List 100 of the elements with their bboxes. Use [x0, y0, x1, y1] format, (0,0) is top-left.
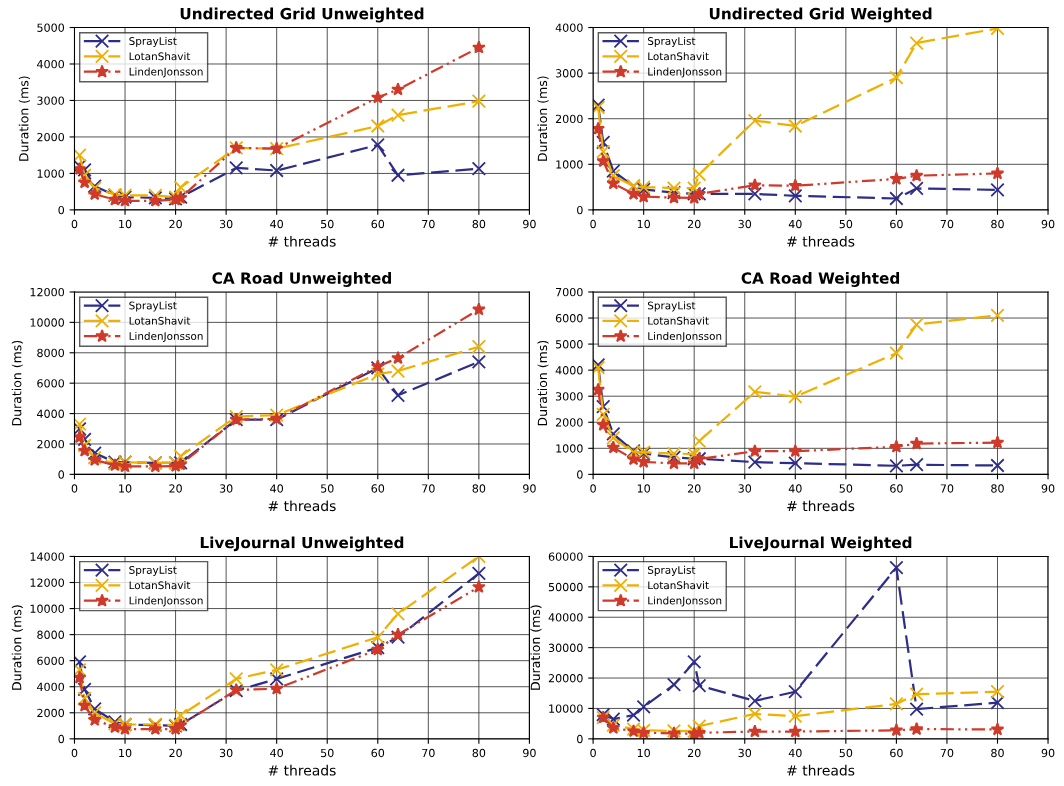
x-tick-label: 80: [991, 484, 1004, 493]
x-tick-label: 40: [788, 219, 802, 229]
y-axis-title: Duration (ms): [11, 605, 23, 690]
x-tick-label: 30: [219, 748, 233, 758]
x-tick-label: 90: [523, 748, 536, 758]
x-tick-label: 50: [321, 748, 334, 758]
x-tick-label: 40: [270, 484, 283, 493]
y-tick-label: 0: [58, 734, 65, 744]
x-tick-label: 0: [590, 484, 596, 493]
legend-label: LotanShavit: [129, 581, 191, 590]
y-tick-label: 20000: [548, 674, 583, 683]
legend-label: LotanShavit: [129, 316, 191, 325]
x-tick-label: 30: [219, 484, 233, 493]
y-tick-label: 3000: [37, 96, 65, 105]
y-tick-label: 8000: [37, 348, 65, 358]
x-tick-label: 60: [890, 484, 903, 493]
legend-label: SprayList: [129, 36, 177, 47]
x-tick-label: 70: [422, 748, 435, 758]
y-tick-label: 10000: [30, 318, 65, 327]
x-tick-label: 50: [321, 219, 334, 229]
x-tick-label: 20: [687, 484, 701, 493]
x-tick-label: 40: [270, 748, 283, 758]
y-tick-label: 3000: [555, 69, 583, 78]
y-axis-title: Duration (ms): [537, 340, 549, 426]
y-axis-title: Duration (ms): [530, 605, 542, 690]
x-tick-label: 30: [738, 219, 752, 229]
y-tick-label: 40000: [548, 613, 583, 622]
y-tick-label: 2000: [37, 708, 65, 718]
x-tick-label: 0: [590, 219, 596, 229]
x-tick-label: 80: [472, 219, 486, 229]
y-tick-label: 0: [577, 734, 583, 744]
chart-title: CA Road Unweighted: [212, 272, 391, 287]
legend-label: LotanShavit: [648, 52, 709, 61]
x-axis-title: # threads: [787, 235, 855, 247]
legend-label: LindenJonsson: [648, 331, 722, 342]
x-tick-label: 20: [169, 484, 182, 493]
x-tick-label: 90: [523, 484, 536, 493]
x-tick-label: 80: [991, 748, 1004, 758]
chart-title: LiveJournal Unweighted: [200, 536, 404, 552]
x-tick-label: 30: [219, 219, 233, 229]
x-tick-label: 0: [71, 219, 78, 229]
y-tick-label: 6000: [37, 379, 65, 388]
x-tick-label: 60: [890, 748, 903, 758]
legend-label: LindenJonsson: [129, 67, 203, 78]
legend-label: LindenJonsson: [129, 596, 203, 607]
x-tick-label: 60: [890, 219, 903, 229]
x-tick-label: 40: [788, 748, 802, 758]
y-tick-label: 6000: [555, 314, 583, 323]
x-tick-label: 40: [788, 484, 802, 493]
x-tick-label: 30: [738, 484, 752, 493]
x-tick-label: 60: [371, 219, 385, 229]
x-tick-label: 50: [839, 484, 853, 493]
x-axis-title: # threads: [787, 764, 855, 776]
x-tick-label: 70: [422, 219, 435, 229]
x-axis-title: # threads: [787, 500, 855, 512]
y-tick-label: 60000: [548, 552, 583, 561]
x-tick-label: 70: [940, 484, 954, 493]
y-tick-label: 6000: [37, 656, 65, 666]
y-tick-label: 8000: [37, 630, 65, 639]
x-tick-label: 80: [472, 484, 486, 493]
x-tick-label: 90: [1041, 748, 1055, 758]
x-tick-label: 80: [472, 748, 486, 758]
y-tick-label: 0: [577, 470, 583, 479]
y-tick-label: 1000: [556, 160, 583, 169]
x-tick-label: 50: [839, 748, 853, 758]
y-tick-label: 12000: [30, 287, 65, 297]
legend-label: SprayList: [129, 301, 177, 312]
y-tick-label: 12000: [30, 578, 65, 587]
y-tick-label: 2000: [37, 439, 65, 449]
x-axis-title: # threads: [268, 500, 336, 512]
x-tick-label: 10: [119, 484, 132, 493]
x-tick-label: 70: [422, 484, 435, 493]
x-tick-label: 70: [940, 748, 954, 758]
legend-label: LotanShavit: [648, 316, 709, 325]
x-tick-label: 50: [321, 484, 334, 493]
y-tick-label: 1000: [37, 169, 65, 178]
y-tick-label: 10000: [549, 704, 583, 713]
x-tick-label: 10: [637, 748, 650, 758]
y-tick-label: 5000: [37, 23, 65, 32]
legend-label: SprayList: [647, 301, 696, 312]
y-axis-title: Duration (ms): [537, 76, 549, 161]
legend-label: SprayList: [647, 565, 696, 576]
x-tick-label: 90: [523, 219, 536, 229]
chart-title: LiveJournal Weighted: [730, 536, 912, 552]
y-tick-label: 5000: [555, 340, 583, 349]
x-tick-label: 10: [637, 484, 650, 493]
legend-label: SprayList: [129, 565, 177, 576]
x-tick-label: 10: [119, 748, 132, 758]
x-tick-label: 40: [270, 219, 283, 229]
x-tick-label: 20: [687, 748, 701, 758]
y-tick-label: 4000: [37, 409, 65, 418]
x-axis-title: # threads: [268, 764, 336, 776]
y-tick-label: 0: [577, 205, 583, 215]
y-tick-label: 30000: [548, 643, 583, 653]
y-axis-title: Duration (ms): [18, 76, 30, 161]
x-tick-label: 80: [991, 219, 1004, 229]
y-tick-label: 2000: [37, 132, 65, 142]
legend-label: LindenJonsson: [648, 596, 722, 607]
y-tick-label: 7000: [556, 287, 583, 297]
x-tick-label: 60: [371, 748, 385, 758]
